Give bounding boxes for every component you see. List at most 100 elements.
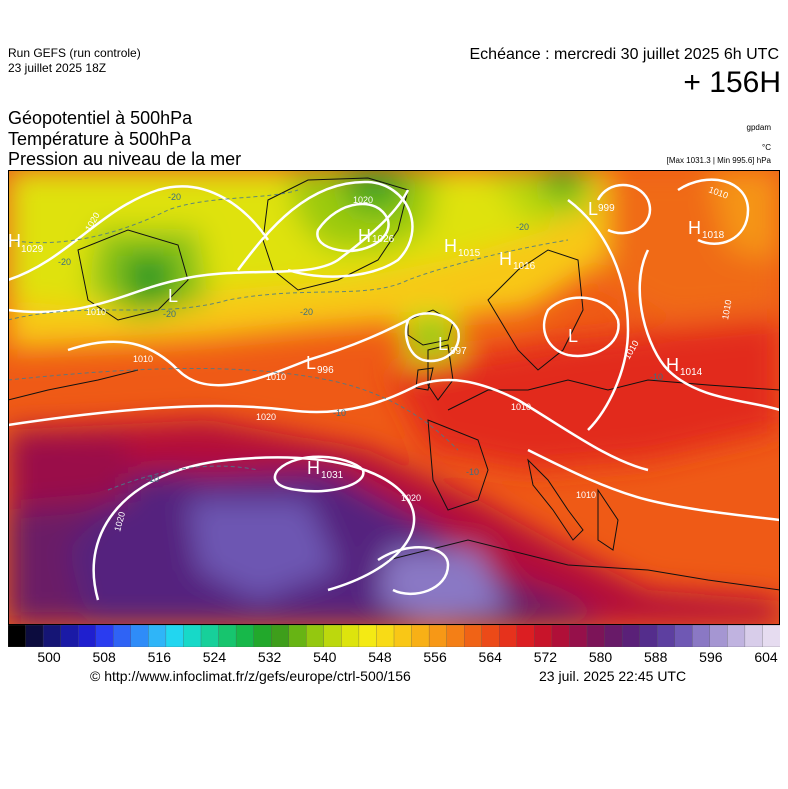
color-swatch <box>446 625 465 647</box>
isobar-label: 1010 <box>720 299 733 320</box>
high-pressure-center: H <box>444 236 457 256</box>
temperature-label: -10 <box>333 408 346 418</box>
color-swatch <box>95 625 114 647</box>
pressure-range: [Max 1031.3 | Min 995.6] hPa <box>666 156 771 165</box>
color-swatch <box>393 625 413 647</box>
color-swatch <box>516 625 536 647</box>
color-swatch <box>341 625 360 647</box>
color-swatch <box>200 625 220 647</box>
low-pressure-value: 999 <box>598 203 615 214</box>
color-scale-tick: 580 <box>588 649 613 665</box>
isobar-label: 1010 <box>133 354 153 364</box>
high-pressure-center: H <box>499 249 512 269</box>
low-pressure-value: 996 <box>317 365 334 376</box>
color-swatch <box>534 625 553 647</box>
isobar-label: 1010 <box>511 402 531 412</box>
color-scale-tick: 596 <box>699 649 723 665</box>
high-pressure-center: H <box>8 231 21 251</box>
color-scale-tick: 588 <box>644 649 668 665</box>
run-date: 23 juillet 2025 18Z <box>8 61 107 75</box>
parameter-mslp: Pression au niveau de la mer <box>8 149 242 169</box>
color-swatch <box>42 625 62 647</box>
color-swatch <box>235 625 255 647</box>
color-swatch <box>551 625 571 647</box>
color-swatch <box>130 625 150 647</box>
color-swatch <box>306 625 325 647</box>
color-swatch <box>148 625 167 647</box>
unit-geopotential: gpdam <box>746 123 771 132</box>
temperature-label: -10 <box>650 372 663 382</box>
high-pressure-value: 1016 <box>513 261 536 272</box>
color-scale-tick: 540 <box>313 649 337 665</box>
color-swatch <box>113 625 132 647</box>
temperature-label: -20 <box>516 222 529 232</box>
color-swatch <box>744 625 764 647</box>
unit-temperature: °C <box>762 143 771 152</box>
parameter-geopotential: Géopotentiel à 500hPa <box>8 108 193 128</box>
high-pressure-center: H <box>688 218 701 238</box>
forecast-valid-time: Echéance : mercredi 30 juillet 2025 6h U… <box>469 46 780 63</box>
color-scale-tick: 556 <box>423 649 447 665</box>
color-scale-tick: 524 <box>202 649 227 665</box>
color-scale-tick: 572 <box>533 649 558 665</box>
color-swatch <box>323 625 343 647</box>
color-swatch <box>621 625 641 647</box>
temperature-label: -10 <box>466 467 479 477</box>
color-swatch <box>639 625 658 647</box>
color-swatch <box>253 625 272 647</box>
high-pressure-value: 1015 <box>458 248 481 259</box>
high-pressure-value: 1029 <box>21 244 44 255</box>
color-swatch <box>271 625 290 647</box>
color-swatch <box>657 625 676 647</box>
isobar-label: 1020 <box>256 412 276 422</box>
low-pressure-center: L <box>588 199 598 219</box>
isobar-label: 1010 <box>86 307 106 317</box>
color-scale <box>8 625 780 647</box>
color-swatch <box>288 625 307 647</box>
color-swatch <box>411 625 430 647</box>
temperature-label: -20 <box>58 257 71 267</box>
color-swatch <box>60 625 79 647</box>
color-swatch <box>762 625 780 647</box>
temperature-label: -20 <box>163 309 176 319</box>
low-pressure-center: L <box>568 326 578 346</box>
color-swatch <box>692 625 711 647</box>
color-swatch <box>358 625 378 647</box>
color-swatch <box>586 625 606 647</box>
isotherms <box>8 189 569 491</box>
high-pressure-value: 1018 <box>702 230 725 241</box>
high-pressure-center: H <box>666 355 679 375</box>
low-pressure-center: L <box>168 286 178 306</box>
color-swatch <box>727 625 746 647</box>
weather-map: H 1029 H 1026 H 1015 H 1016 H 1018 H 101… <box>8 170 780 625</box>
color-scale-tick: 516 <box>147 649 171 665</box>
high-pressure-center: H <box>307 458 320 478</box>
color-swatch <box>499 625 518 647</box>
temperature-labels: -20 -20 -20 -20 -20 -10 -10 -10 -10 <box>58 192 663 484</box>
color-scale-tick: 532 <box>257 649 282 665</box>
color-scale-tick: 500 <box>37 649 61 665</box>
isobar-labels: 1020 1020 1010 1010 1010 1010 1020 1020 … <box>83 184 733 532</box>
color-swatch <box>481 625 500 647</box>
color-scale-tick: 564 <box>478 649 502 665</box>
temperature-label: -10 <box>146 474 159 484</box>
high-pressure-value: 1026 <box>372 234 395 245</box>
color-swatch <box>165 625 185 647</box>
color-swatch <box>604 625 623 647</box>
isobar-label: 1010 <box>266 372 286 382</box>
issue-time: 23 juil. 2025 22:45 UTC <box>539 668 687 684</box>
color-swatch <box>8 625 27 647</box>
high-pressure-center: H <box>358 226 371 246</box>
color-swatch <box>376 625 395 647</box>
run-name: Run GEFS (run controle) <box>8 46 141 60</box>
credit-url[interactable]: © http://www.infoclimat.fr/z/gefs/europe… <box>90 668 411 684</box>
color-scale-tick: 548 <box>368 649 392 665</box>
parameter-temperature: Température à 500hPa <box>8 129 192 149</box>
low-pressure-value: 997 <box>450 346 467 357</box>
color-swatch <box>569 625 588 647</box>
isobar-label: 1010 <box>576 490 596 500</box>
isobars <box>8 178 780 601</box>
color-swatch <box>218 625 237 647</box>
color-scale-tick: 604 <box>754 649 778 665</box>
color-swatch <box>183 625 202 647</box>
